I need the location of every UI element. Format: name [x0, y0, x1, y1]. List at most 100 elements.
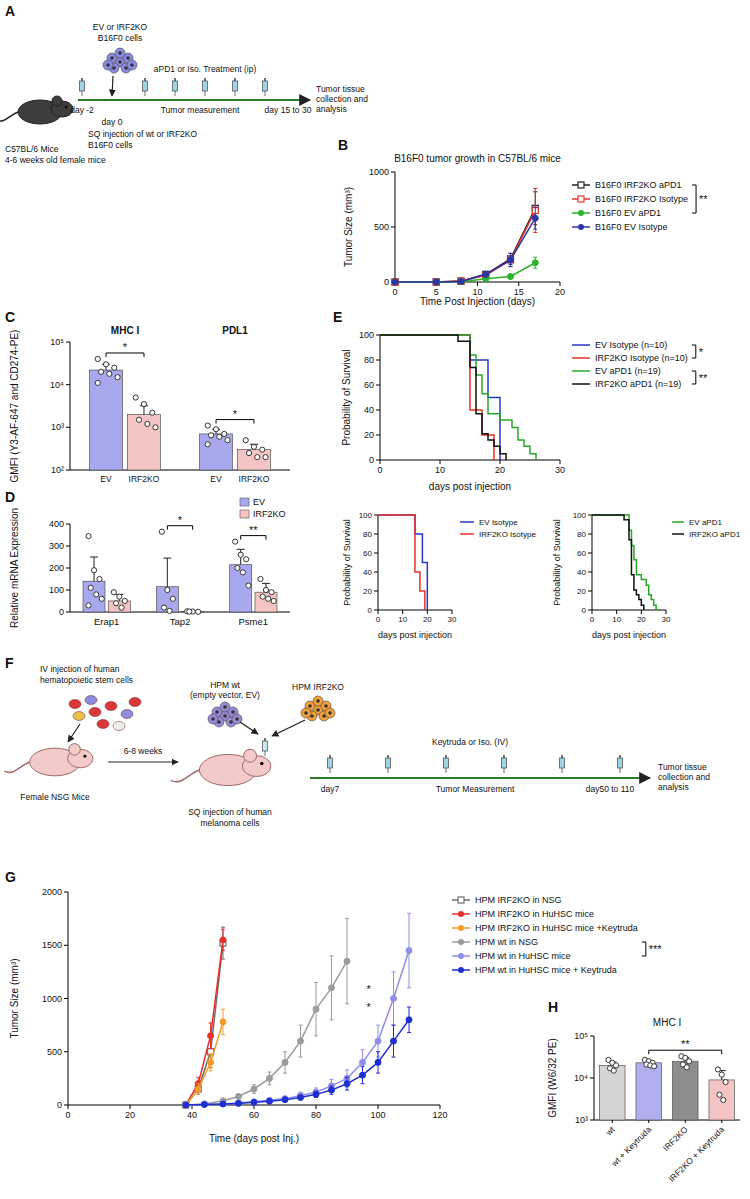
series-line	[395, 263, 535, 282]
title: B16F0 tumor growth in C57BL/6 mice	[394, 153, 561, 164]
x-tick-label: IRF2KO + Keytruda	[666, 1124, 726, 1184]
marker	[220, 1101, 226, 1107]
marker	[433, 279, 439, 285]
significance: *	[367, 983, 372, 995]
x-tick-label: 0	[392, 287, 397, 297]
x-tick-label: wt	[603, 1124, 617, 1138]
y-tick	[376, 335, 380, 336]
data-point	[213, 427, 218, 432]
legend-label: HPM wt in HuHSC mice + Keytruda	[475, 965, 617, 975]
legend-swatch	[240, 498, 249, 506]
legend-marker-shape	[578, 224, 584, 230]
syringe-plunger	[204, 78, 206, 81]
x-tick	[316, 1105, 317, 1109]
label: 4-6 weeks old female mice	[5, 155, 106, 165]
label: B16F0 cells	[98, 33, 142, 43]
data-point	[246, 450, 251, 455]
y-tick	[376, 410, 380, 411]
y-tick	[391, 227, 395, 228]
y-tick	[66, 546, 70, 547]
data-point	[115, 375, 120, 380]
survival-curve	[592, 515, 656, 610]
cell-nucleus	[231, 710, 235, 714]
mouse-eye	[83, 755, 86, 758]
y-tick-label: 1500	[42, 940, 62, 950]
x-tick	[130, 1105, 131, 1109]
x-tick-label: 0	[65, 1110, 70, 1120]
cell	[103, 60, 113, 70]
y-tick-label: 100	[49, 585, 64, 595]
x-tick-label: 0	[590, 615, 595, 624]
marker	[236, 1100, 242, 1106]
legend-swatch	[672, 521, 684, 523]
y-tick	[66, 524, 70, 525]
data-point	[258, 576, 263, 581]
legend-marker-shape	[458, 897, 464, 903]
y-tick	[588, 515, 592, 516]
x-tick-label: wt + Keytruda	[608, 1124, 653, 1169]
data-point	[263, 587, 268, 592]
x-tick	[641, 610, 642, 614]
y-tick-label: 200	[49, 563, 64, 573]
x-tick	[612, 1120, 613, 1123]
x-axis-title: Time (days post Inj.)	[209, 1133, 299, 1144]
data-point	[717, 1092, 722, 1097]
marker	[201, 1101, 207, 1107]
data-point	[719, 1072, 724, 1077]
x-tick	[560, 460, 561, 464]
marker	[282, 1059, 288, 1065]
y-tick	[590, 1078, 594, 1079]
error-bar	[392, 972, 396, 1025]
mouse-tail	[0, 112, 18, 121]
legend-label: HPM IRF2KO in NSG	[475, 895, 562, 905]
y-axis	[378, 515, 379, 610]
plot-marks	[392, 189, 538, 286]
y-tick	[66, 590, 70, 591]
syringe-needle	[82, 91, 83, 96]
syringe-plunger	[144, 78, 146, 81]
y-tick-label: 500	[47, 1047, 62, 1057]
blood-cell	[97, 720, 109, 729]
syringe-barrel	[618, 758, 623, 768]
data-point	[119, 605, 124, 610]
syringe-needle	[504, 768, 505, 773]
data-point	[107, 371, 112, 376]
label: C57BL/6 Mice	[5, 144, 59, 154]
y-tick	[391, 172, 395, 173]
label: Tumor tissue	[316, 84, 365, 94]
panel-letter: D	[5, 489, 15, 505]
legend-marker	[578, 182, 584, 188]
syringe-icon	[233, 78, 238, 96]
cell-nucleus	[223, 714, 227, 718]
marker	[532, 215, 538, 221]
x-tick-label: 120	[432, 1110, 447, 1120]
marker	[183, 1102, 189, 1108]
cell	[313, 696, 323, 706]
data-point	[94, 592, 99, 597]
x-tick	[402, 610, 403, 614]
data-point	[88, 585, 93, 590]
bar	[200, 434, 233, 470]
legend-label: HPM IRF2KO in HuHSC mice +Keytruda	[475, 923, 638, 933]
marker	[406, 1017, 412, 1023]
x-tick-label: 20	[495, 465, 505, 475]
data-point	[244, 557, 249, 562]
bar	[90, 370, 123, 470]
y-tick	[64, 892, 68, 893]
x-axis-title: days post injection	[378, 630, 452, 640]
marker	[508, 257, 514, 263]
data-point	[97, 576, 102, 581]
label: collection and	[658, 772, 710, 782]
x-tick-label: 30	[555, 465, 565, 475]
label: IV injection of human	[40, 664, 120, 674]
marker	[220, 1019, 226, 1025]
bracket	[692, 185, 696, 213]
data-point	[613, 1063, 618, 1068]
x-tick-label: 20	[637, 615, 646, 624]
y-tick	[374, 515, 378, 516]
syringe-icon	[328, 755, 333, 773]
bracket	[167, 526, 192, 530]
y-tick-label: 1000	[369, 167, 389, 177]
y-tick	[374, 534, 378, 535]
y-tick	[376, 385, 380, 386]
